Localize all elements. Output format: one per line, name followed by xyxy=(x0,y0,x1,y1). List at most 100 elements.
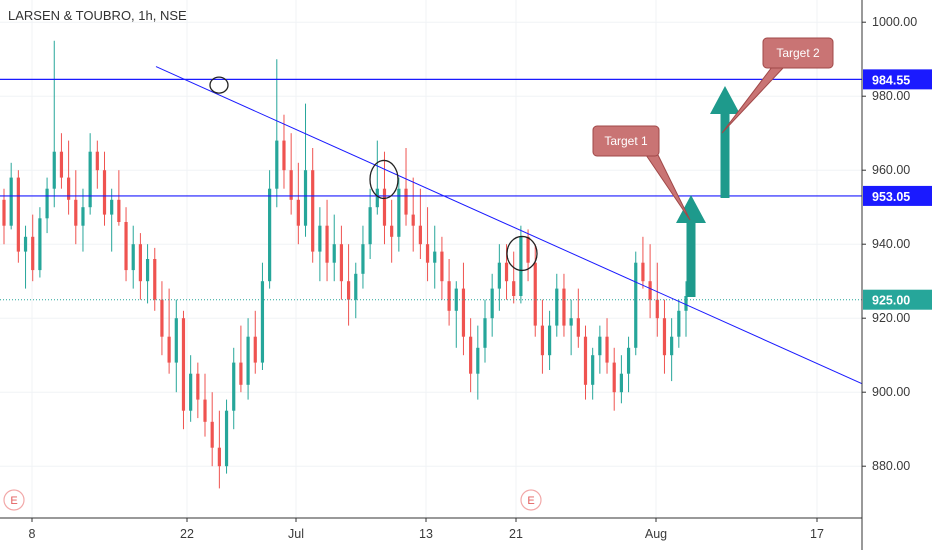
time-axis[interactable]: 8 22 Jul 13 21 Aug 17 E E xyxy=(0,489,862,541)
candle-body xyxy=(397,188,401,237)
candle-body xyxy=(268,188,272,282)
candle xyxy=(411,177,415,252)
candle-body xyxy=(9,177,13,226)
candle-body xyxy=(88,151,92,208)
candle-body xyxy=(38,218,42,271)
trendline-layer[interactable] xyxy=(155,66,863,385)
candle xyxy=(239,325,243,393)
candle-body xyxy=(648,281,652,300)
candle xyxy=(2,188,6,245)
candle xyxy=(440,236,444,300)
earnings-label: E xyxy=(10,495,17,507)
candle-body xyxy=(598,336,602,356)
target-1-callout[interactable]: Target 1 xyxy=(592,125,691,221)
candle-body xyxy=(196,373,200,400)
candle-body xyxy=(562,288,566,326)
candle-body xyxy=(131,244,135,271)
candle xyxy=(289,133,293,215)
candle-body xyxy=(504,262,509,282)
candle xyxy=(626,336,631,393)
candle-body xyxy=(332,244,336,263)
candle xyxy=(282,114,286,189)
candle-body xyxy=(239,362,243,385)
candle-body xyxy=(641,262,645,282)
candle xyxy=(469,318,473,393)
callout-pointer xyxy=(645,154,691,221)
candle-body xyxy=(375,188,379,208)
candle xyxy=(16,170,20,263)
horizontal-lines[interactable] xyxy=(0,78,862,301)
price-axis[interactable]: 1000.00 980.00 960.00 940.00 920.00 900.00 880… xyxy=(861,0,932,550)
candle xyxy=(447,259,451,326)
candle xyxy=(418,188,422,259)
earnings-circle xyxy=(3,489,25,511)
price-axis-label[interactable]: 953.05 xyxy=(863,185,932,206)
touch-circle-marker[interactable] xyxy=(506,235,538,272)
target-1-arrow[interactable] xyxy=(676,195,706,297)
candle xyxy=(555,273,559,337)
price-axis-label[interactable]: 984.55 xyxy=(863,69,932,90)
candle xyxy=(677,299,681,348)
candle xyxy=(74,170,78,245)
touch-circle-marker[interactable] xyxy=(209,76,229,94)
candle xyxy=(404,148,408,226)
candle xyxy=(425,207,430,282)
earnings-label: E xyxy=(527,495,534,507)
price-label-text: 925.00 xyxy=(872,294,910,308)
candle-body xyxy=(153,259,157,300)
candle-body xyxy=(411,214,415,226)
candle-body xyxy=(526,236,530,263)
price-axis-label[interactable]: 925.00 xyxy=(863,289,932,310)
touch-circle-marker[interactable] xyxy=(369,159,399,200)
candle xyxy=(174,299,178,393)
earnings-marker[interactable]: E xyxy=(520,489,542,511)
candle-body xyxy=(232,362,236,411)
candlestick-series xyxy=(2,40,688,489)
candle-body xyxy=(490,288,494,319)
candle-body xyxy=(483,318,487,348)
candle-body xyxy=(45,188,49,219)
candle xyxy=(311,148,315,263)
candle xyxy=(375,140,379,215)
descending-trendline[interactable] xyxy=(155,66,863,385)
candle-body xyxy=(311,170,315,252)
candle xyxy=(59,133,64,189)
price-tick-label: 980.00 xyxy=(872,89,910,103)
time-tick-label: 13 xyxy=(419,527,433,541)
candle xyxy=(598,325,602,374)
target-2-arrow[interactable] xyxy=(710,86,740,198)
candle-body xyxy=(512,281,516,296)
candle-body xyxy=(425,244,430,263)
candle xyxy=(490,273,494,337)
candle-body xyxy=(181,318,186,411)
candle-body xyxy=(117,199,121,222)
candle xyxy=(662,299,667,374)
candle xyxy=(153,247,157,311)
candle xyxy=(45,177,49,234)
candle-body xyxy=(289,170,293,200)
drawing-shapes[interactable]: Target 1 Target 2 xyxy=(209,37,834,297)
candle-body xyxy=(138,244,142,282)
candle xyxy=(397,177,401,252)
candle xyxy=(612,347,616,411)
candle-body xyxy=(447,281,451,311)
candle xyxy=(167,288,171,374)
candle-body xyxy=(626,347,631,374)
candle-body xyxy=(382,188,387,226)
candle-body xyxy=(253,336,257,363)
candle xyxy=(497,244,501,311)
target-2-callout[interactable]: Target 2 xyxy=(721,37,834,134)
earnings-marker[interactable]: E xyxy=(3,489,25,511)
candle xyxy=(296,162,300,245)
price-label-bg xyxy=(863,69,932,90)
candle-body xyxy=(174,318,178,363)
candle-body xyxy=(433,251,437,263)
candle-body xyxy=(576,318,580,337)
candle xyxy=(246,318,250,400)
candle-body xyxy=(569,318,573,326)
candle-body xyxy=(110,199,114,215)
candle-body xyxy=(684,296,688,311)
candle xyxy=(275,59,279,208)
candle-body xyxy=(318,225,322,252)
